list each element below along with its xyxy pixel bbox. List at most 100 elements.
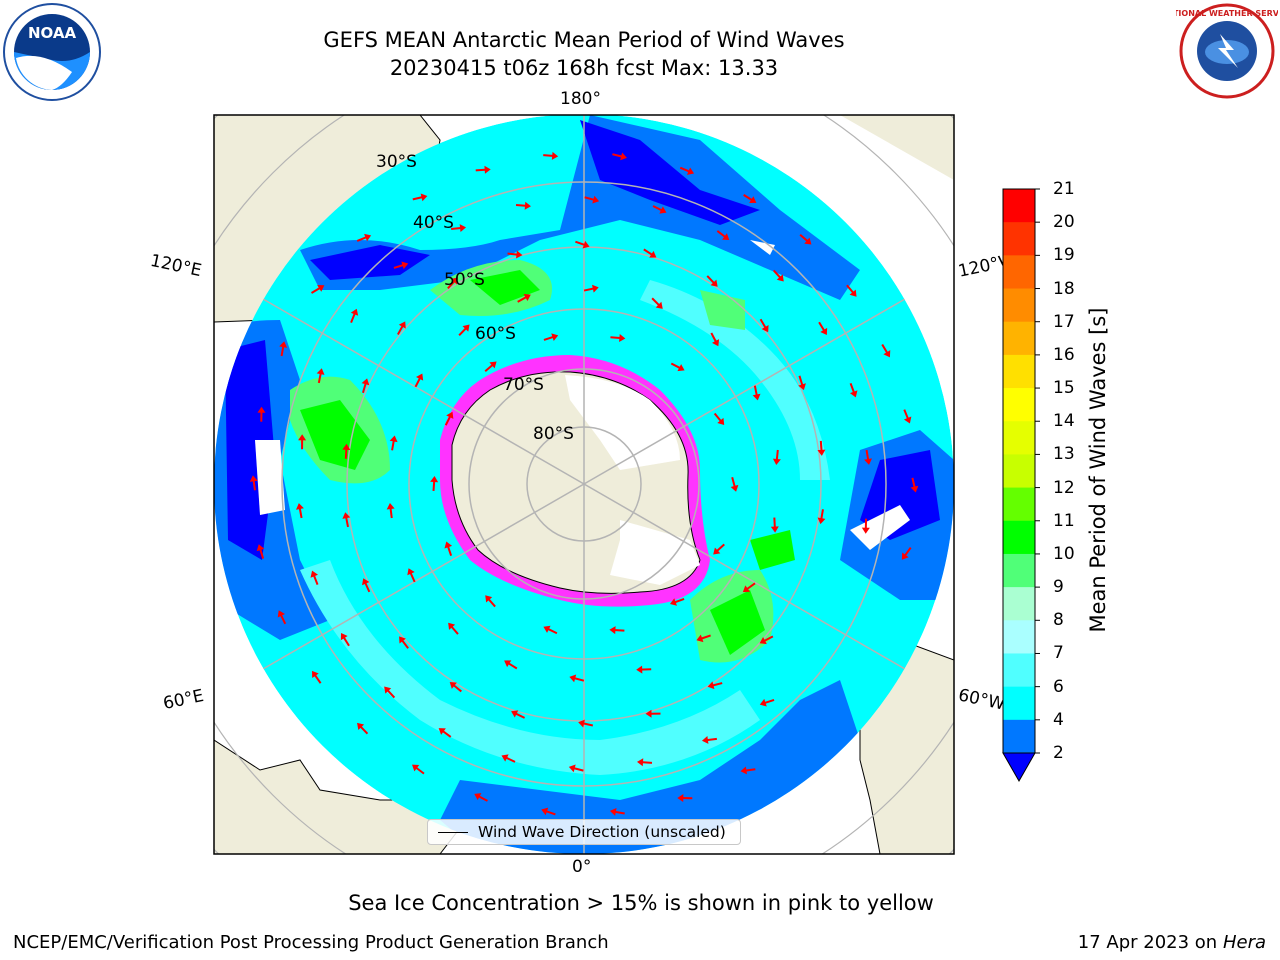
wind-wave-arrow <box>342 512 351 528</box>
wind-wave-arrow <box>578 719 594 728</box>
colorbar-bin <box>1003 222 1035 256</box>
wind-wave-arrow-head <box>582 240 590 249</box>
wind-wave-arrow-head <box>398 321 406 329</box>
wind-wave-arrow-head <box>713 547 721 555</box>
colorbar-bin <box>1003 421 1035 455</box>
wind-wave-arrow-head <box>407 568 415 576</box>
wind-wave-arrow-head <box>446 411 454 419</box>
colorbar <box>1002 188 1040 783</box>
wind-wave-arrow <box>501 754 516 763</box>
colorbar-tick-label: 6 <box>1053 676 1064 697</box>
wind-wave-arrow <box>742 582 756 593</box>
colorbar-bin <box>1003 255 1035 290</box>
nws-logo-text: NATIONAL WEATHER SERVICE <box>1176 9 1278 18</box>
wind-wave-arrow <box>511 710 526 719</box>
wind-wave-arrow-head <box>620 152 627 161</box>
wind-wave-arrow-head <box>637 758 644 767</box>
lat-label-80s: 80°S <box>533 424 574 444</box>
wind-wave-arrow <box>451 224 467 233</box>
wind-wave-arrow <box>861 518 870 534</box>
colorbar-bin <box>1003 620 1035 654</box>
wind-wave-arrow <box>846 284 857 297</box>
wind-wave-arrow-head <box>350 308 359 316</box>
colorbar-bin <box>1003 189 1035 223</box>
wind-wave-arrow-head <box>384 686 392 694</box>
colorbar-tick-label: 4 <box>1053 709 1064 730</box>
wind-wave-arrow <box>669 598 685 606</box>
wind-wave-arrow <box>504 660 518 670</box>
colorbar-tick-label: 17 <box>1053 311 1075 332</box>
wind-wave-arrow <box>710 332 720 347</box>
wind-wave-arrow <box>707 681 723 690</box>
wind-wave-arrow-head <box>399 636 406 644</box>
wind-wave-arrow-head <box>712 339 720 347</box>
wind-wave-arrow-head <box>609 626 616 635</box>
wind-wave-arrow-head <box>412 764 420 772</box>
wind-wave-arrow-head <box>717 417 725 426</box>
colorbar-bin <box>1003 686 1035 721</box>
wind-wave-arrow <box>759 318 769 333</box>
wind-wave-arrow <box>651 297 663 309</box>
wind-wave-vectors <box>249 151 919 816</box>
wind-wave-arrow <box>296 503 304 519</box>
wind-wave-arrow <box>677 794 693 803</box>
wind-wave-arrow <box>543 151 559 160</box>
wind-wave-arrow <box>310 284 325 294</box>
wind-wave-arrow-head <box>804 237 812 245</box>
nws-logo-icon: NATIONAL WEATHER SERVICE <box>1176 3 1278 99</box>
wind-wave-arrow-head <box>257 406 266 413</box>
wind-wave-arrow <box>643 248 657 258</box>
wind-wave-arrow-head <box>645 709 652 718</box>
colorbar-tick-label: 16 <box>1053 344 1075 365</box>
wind-wave-arrow-head <box>609 808 617 816</box>
colorbar-bin <box>1003 288 1035 323</box>
map-frame <box>213 114 955 855</box>
wind-wave-arrow-head <box>883 350 891 358</box>
wind-wave-arrow-head <box>798 383 806 391</box>
wind-wave-arrow-head <box>543 625 551 633</box>
wind-wave-arrow-head <box>249 475 258 482</box>
wind-wave-arrow-head <box>749 196 757 204</box>
colorbar-tick-label: 20 <box>1053 212 1075 233</box>
wind-wave-arrow-head <box>310 570 319 578</box>
lat-label-50s: 50°S <box>444 270 485 290</box>
wind-wave-arrow-head <box>655 301 663 309</box>
wind-wave-arrow <box>799 233 812 245</box>
wind-wave-arrow-head <box>357 722 365 731</box>
wind-wave-arrow <box>414 373 424 388</box>
wind-wave-arrow <box>256 544 265 559</box>
legend: Wind Wave Direction (unscaled) <box>427 819 741 845</box>
wind-wave-arrow <box>386 503 395 519</box>
wind-wave-arrow-head <box>448 622 456 630</box>
colorbar-bin <box>1003 487 1035 522</box>
wind-wave-arrow-head <box>849 390 858 398</box>
wind-wave-arrow <box>448 622 459 635</box>
wind-wave-arrow-head <box>707 681 715 690</box>
sea-ice-note: Sea Ice Concentration > 15% is shown in … <box>348 891 934 915</box>
wind-wave-arrow-head <box>523 294 531 302</box>
wind-wave-arrow <box>474 793 488 802</box>
wind-wave-arrow-head <box>524 201 531 210</box>
noaa-logo-text: NOAA <box>28 24 77 42</box>
wind-wave-arrow-head <box>659 206 667 214</box>
wind-wave-arrow <box>772 449 781 465</box>
colorbar-bin <box>1003 719 1035 754</box>
map-title: GEFS MEAN Antarctic Mean Period of Wind … <box>323 28 845 52</box>
wind-wave-arrow-head <box>551 151 559 160</box>
footer-host: Hera <box>1222 932 1266 953</box>
wind-wave-arrow <box>475 165 491 174</box>
wind-wave-arrow-head <box>903 416 912 424</box>
wind-wave-arrow <box>636 665 652 674</box>
wind-wave-arrow <box>716 230 730 241</box>
wind-wave-arrow <box>637 758 653 767</box>
wind-wave-arrow-head <box>541 807 549 816</box>
wind-wave-arrow <box>770 517 779 533</box>
wind-wave-arrow <box>316 368 325 384</box>
wind-wave-arrow <box>543 333 559 341</box>
wind-wave-arrow-head <box>551 333 559 341</box>
wind-wave-arrow <box>569 674 585 683</box>
wind-wave-arrow-head <box>686 167 695 175</box>
wind-wave-arrow <box>645 709 661 718</box>
wind-wave-arrow-head <box>298 434 307 441</box>
wind-wave-arrow-head <box>861 527 870 534</box>
